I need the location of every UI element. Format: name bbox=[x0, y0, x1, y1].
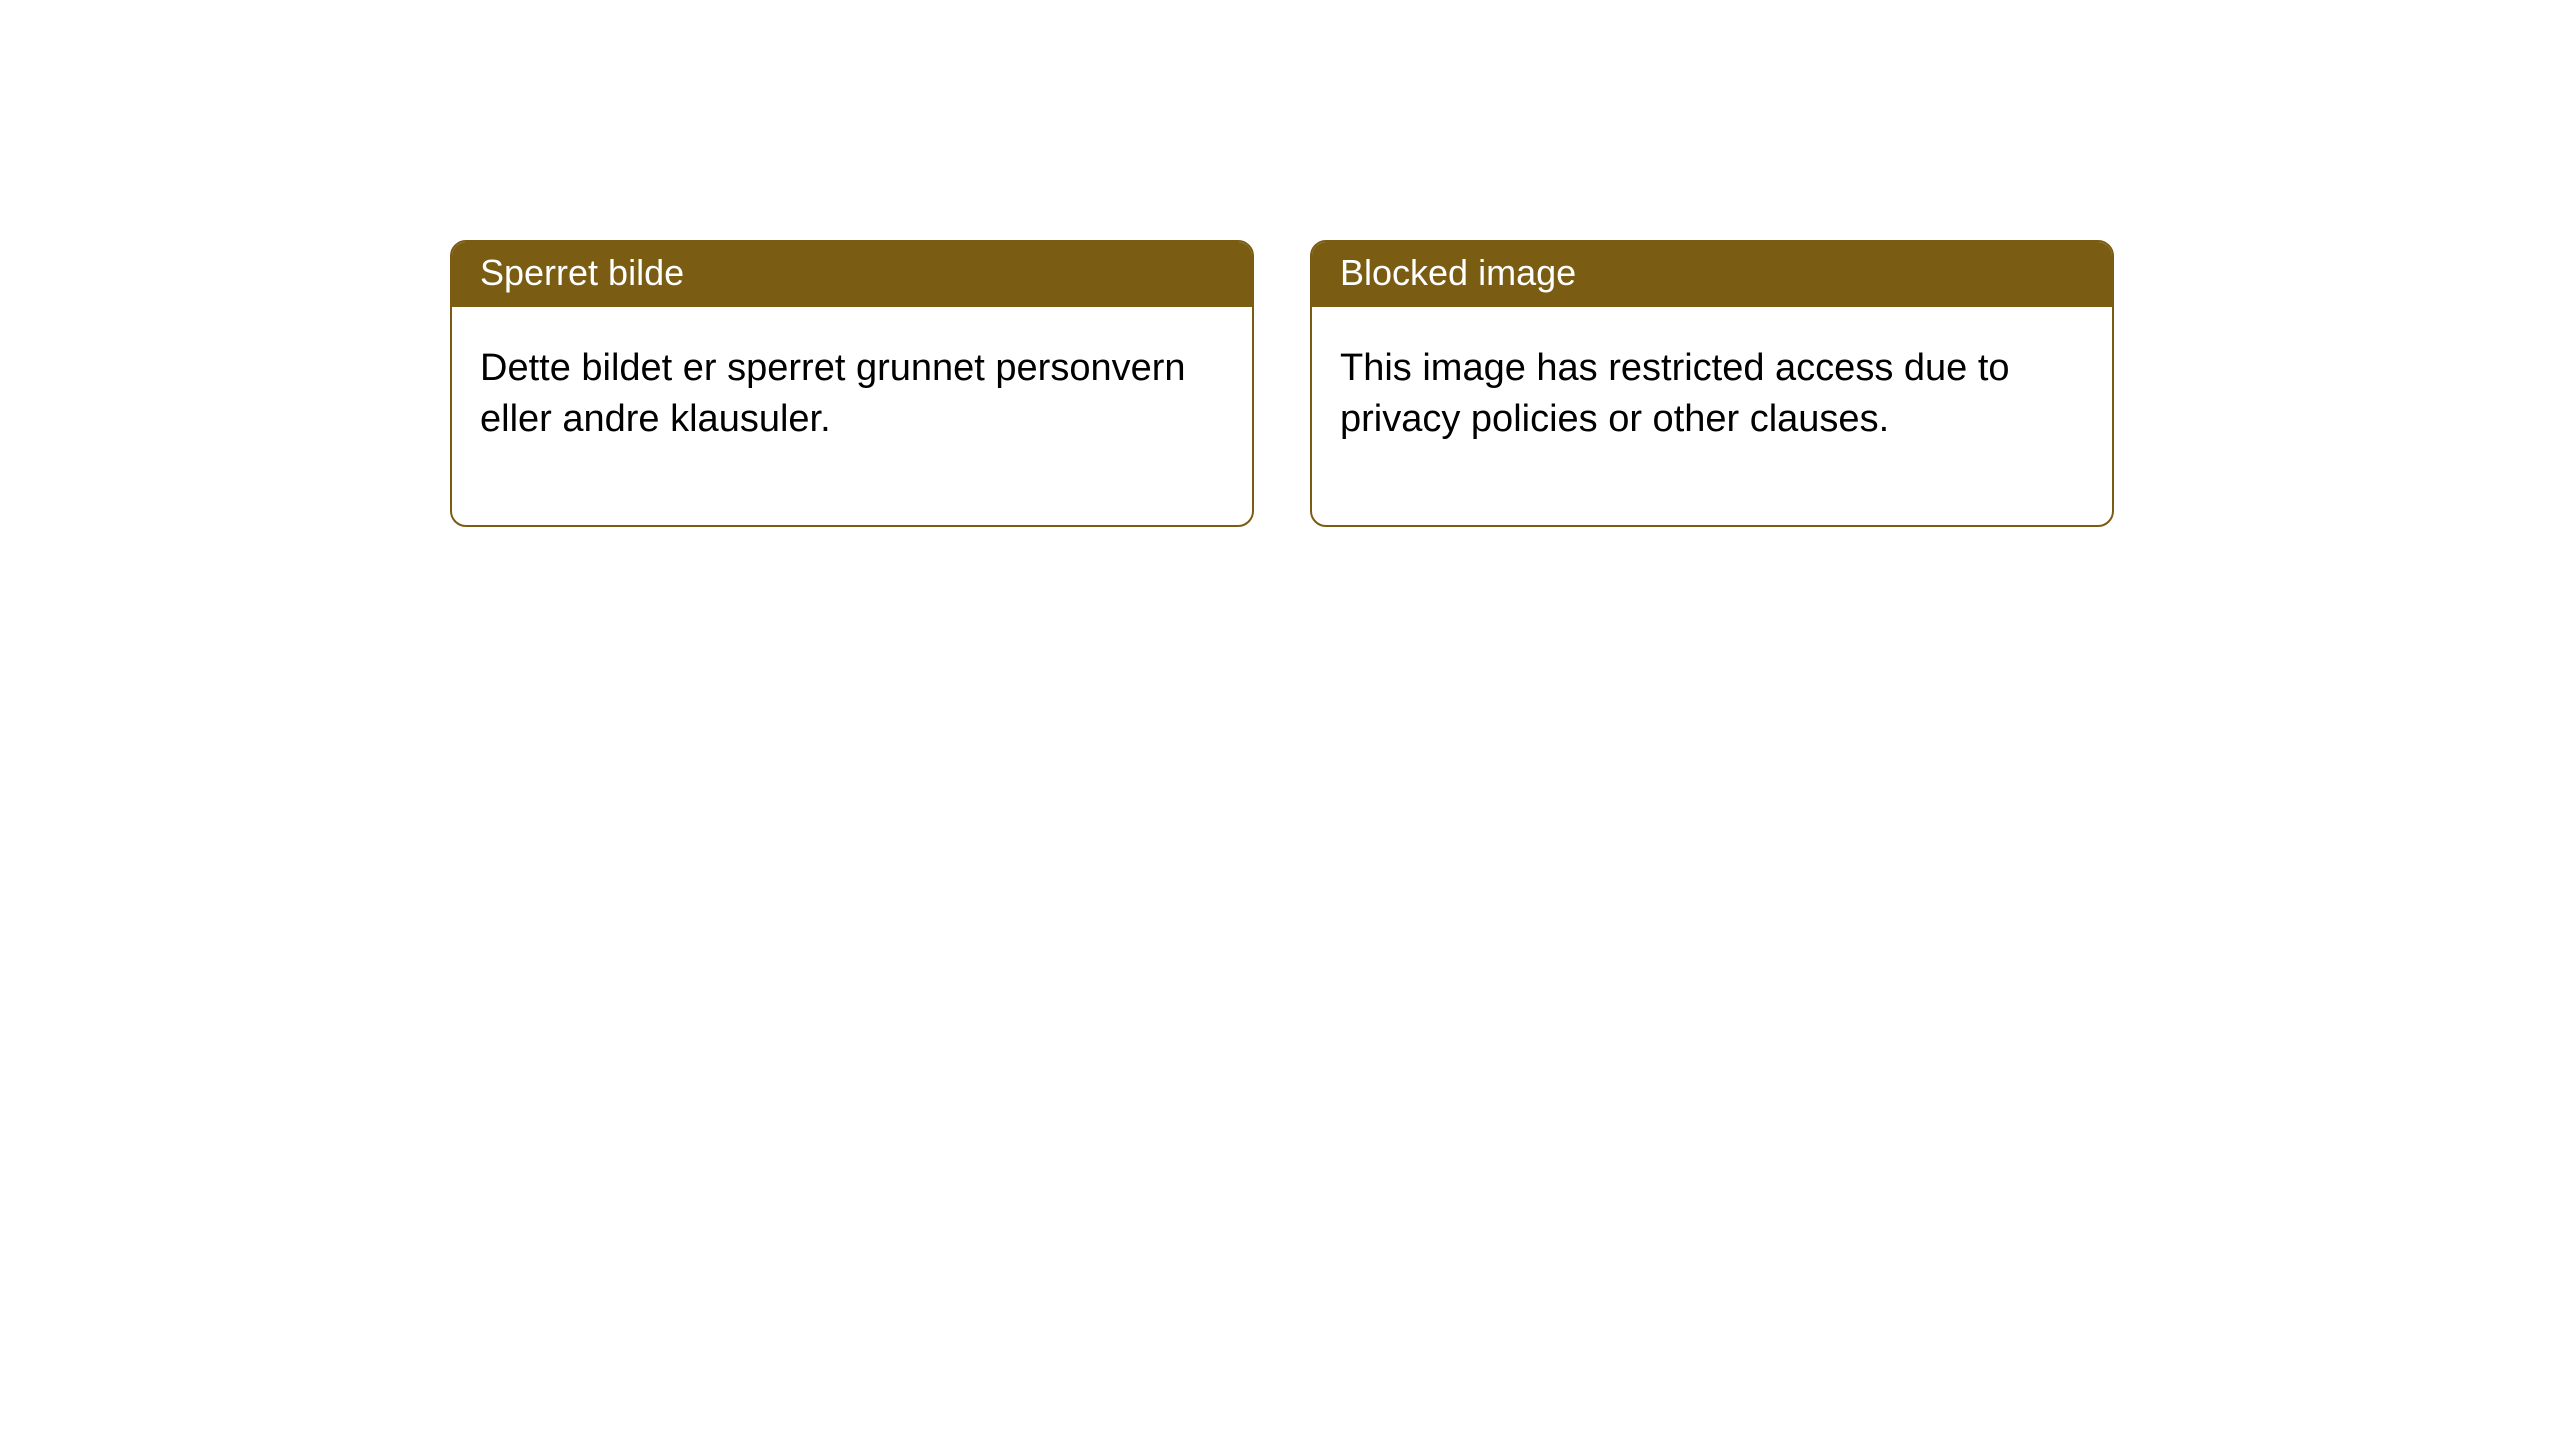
notice-container: Sperret bilde Dette bildet er sperret gr… bbox=[0, 0, 2560, 527]
notice-body: Dette bildet er sperret grunnet personve… bbox=[452, 307, 1252, 526]
notice-header: Blocked image bbox=[1312, 242, 2112, 307]
notice-body: This image has restricted access due to … bbox=[1312, 307, 2112, 526]
notice-card-english: Blocked image This image has restricted … bbox=[1310, 240, 2114, 527]
notice-card-norwegian: Sperret bilde Dette bildet er sperret gr… bbox=[450, 240, 1254, 527]
notice-header: Sperret bilde bbox=[452, 242, 1252, 307]
